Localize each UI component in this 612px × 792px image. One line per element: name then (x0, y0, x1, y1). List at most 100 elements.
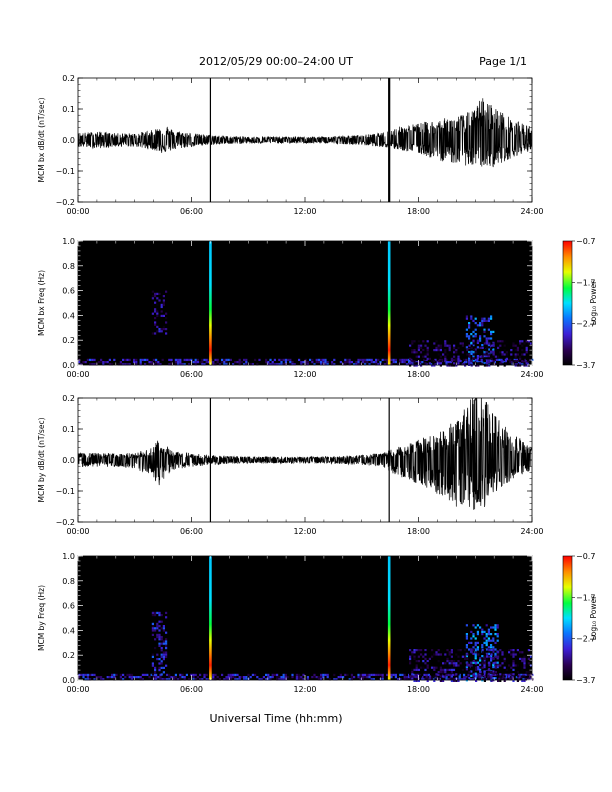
heatmap-cell (154, 295, 157, 298)
heatmap-cell (499, 679, 502, 682)
heatmap-cell (461, 360, 464, 363)
heatmap-cell (156, 636, 159, 639)
heatmap-cell (487, 646, 490, 649)
heatmap-cell (514, 664, 517, 667)
heatmap-cell (168, 358, 171, 361)
heatmap-cell (471, 678, 474, 681)
heatmap-cell (162, 640, 165, 643)
heatmap-cell (115, 673, 118, 676)
heatmap-cell (207, 678, 210, 681)
heatmap-cell (280, 361, 283, 364)
heatmap-cell (411, 668, 414, 671)
heatmap-cell (420, 649, 423, 652)
heatmap-cell (490, 342, 493, 345)
heatmap-cell (232, 673, 235, 676)
heatmap-cell (265, 678, 268, 681)
heatmap-cell (245, 363, 248, 366)
heatmap-cell (383, 363, 386, 366)
heatmap-cell (160, 649, 163, 652)
heatmap-background (78, 241, 532, 365)
heatmap-cell (156, 306, 159, 309)
heatmap-cell (269, 678, 272, 681)
heatmap-cell (86, 678, 89, 681)
heatmap-cell (468, 322, 471, 325)
heatmap-cell (486, 660, 489, 663)
heatmap-cell (492, 677, 495, 680)
heatmap-cell (381, 673, 384, 676)
heatmap-cell (113, 678, 116, 681)
page-title: 2012/05/29 00:00–24:00 UT (199, 55, 353, 68)
heatmap-cell (225, 678, 228, 681)
heatmap-cell (155, 673, 158, 676)
heatmap-cell (159, 363, 162, 366)
heatmap-cell (513, 363, 516, 366)
heatmap-cell (271, 676, 274, 679)
heatmap-cell (450, 651, 453, 654)
heatmap-cell (472, 349, 475, 352)
heatmap-cell (212, 673, 215, 676)
heatmap-cell (463, 361, 466, 364)
heatmap-cell (331, 361, 334, 364)
heatmap-cell (481, 322, 484, 325)
heatmap-cell (523, 664, 526, 667)
heatmap-cell (89, 363, 92, 366)
heatmap-cell (442, 679, 445, 682)
heatmap-cell (503, 675, 506, 678)
heatmap-cell (291, 676, 294, 679)
heatmap-cell (377, 358, 380, 361)
heatmap-cell (157, 676, 160, 679)
heatmap-cell (282, 673, 285, 676)
heatmap-cell (472, 350, 475, 353)
heatmap-cell (162, 627, 165, 630)
heatmap-cell (243, 363, 246, 366)
heatmap-cell (394, 358, 397, 361)
heatmap-cell (205, 678, 208, 681)
heatmap-cell (415, 679, 418, 682)
heatmap-cell (353, 676, 356, 679)
heatmap-cell (160, 330, 163, 333)
heatmap-cell (342, 676, 345, 679)
heatmap-cell (405, 363, 408, 366)
heatmap-cell (165, 640, 168, 643)
heatmap-cell (487, 359, 490, 362)
heatmap-cell (503, 349, 506, 352)
heatmap-cell (479, 355, 482, 358)
heatmap-cell (475, 651, 478, 654)
heatmap-cell (190, 673, 193, 676)
heatmap-cell (433, 364, 436, 367)
y-tick-label: 0.1 (62, 105, 75, 114)
heatmap-cell (525, 671, 528, 674)
heatmap-cell (320, 676, 323, 679)
heatmap-cell (151, 611, 154, 614)
heatmap-cell (156, 297, 159, 300)
heatmap-cell (302, 673, 305, 676)
heatmap-cell (486, 657, 489, 660)
heatmap-cell (490, 357, 493, 360)
heatmap-cell (194, 358, 197, 361)
heatmap-cell (431, 364, 434, 367)
heatmap-cell (158, 620, 161, 623)
heatmap-cell (408, 678, 411, 681)
heatmap-cell (523, 362, 526, 365)
heatmap-cell (160, 638, 163, 641)
heatmap-cell (480, 361, 483, 364)
heatmap-cell (442, 362, 445, 365)
heatmap-cell (165, 631, 168, 634)
heatmap-cell (502, 673, 505, 676)
heatmap-cell (201, 363, 204, 366)
heatmap-cell (348, 678, 351, 681)
heatmap-cell (409, 660, 412, 663)
heatmap-cell (481, 677, 484, 680)
heatmap-cell (159, 676, 162, 679)
heatmap-cell (521, 360, 524, 363)
heatmap-cell (128, 363, 131, 366)
heatmap-cell (370, 673, 373, 676)
heatmap-cell (439, 675, 442, 678)
heatmap-cell (476, 661, 479, 664)
heatmap-cell (413, 340, 416, 343)
heatmap-cell (426, 660, 429, 663)
heatmap-cell (485, 635, 488, 638)
heatmap-cell (417, 340, 420, 343)
heatmap-cell (485, 361, 488, 364)
heatmap-cell (442, 660, 445, 663)
